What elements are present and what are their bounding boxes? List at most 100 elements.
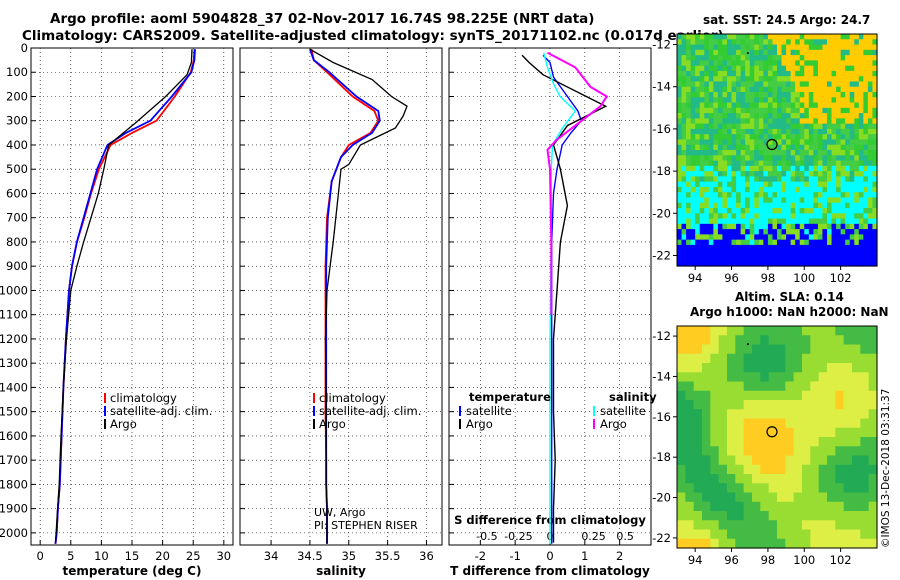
map-cell — [708, 255, 714, 262]
map-cell — [827, 326, 836, 336]
map-cell — [843, 492, 853, 503]
map-cell — [681, 60, 687, 67]
panel-frame-1 — [239, 47, 443, 546]
map-cell — [854, 186, 860, 193]
map-cell — [872, 113, 878, 119]
map-cell — [785, 455, 795, 466]
map-cell — [835, 353, 845, 364]
map-cell — [754, 55, 760, 61]
map-cell — [772, 60, 778, 67]
map-cell — [695, 144, 701, 151]
y-tick-label: 900 — [6, 259, 28, 273]
map-cell — [845, 55, 851, 61]
map-cell — [695, 113, 701, 119]
map-cell — [849, 229, 855, 235]
map-cell — [827, 60, 833, 67]
map-cell — [852, 372, 861, 383]
map-cell — [858, 171, 864, 177]
map-cell — [736, 60, 742, 67]
map-cell — [717, 134, 724, 141]
map-cell — [831, 197, 837, 204]
map-cell — [858, 160, 864, 167]
map-cell — [704, 234, 710, 241]
map-cell — [786, 192, 792, 199]
map-cell — [799, 81, 805, 88]
map-cell — [813, 239, 819, 246]
map-cell — [677, 118, 683, 125]
map-cell — [763, 160, 769, 167]
map-cell — [852, 520, 861, 531]
map-cell — [813, 260, 819, 267]
map-cell — [722, 150, 728, 156]
map-cell — [743, 520, 753, 531]
map-cell — [790, 213, 796, 220]
map-cell — [845, 218, 851, 225]
map-cell — [836, 218, 842, 225]
map-cell — [777, 511, 786, 521]
map-cell — [813, 118, 819, 125]
map-cell — [754, 113, 760, 119]
map-cell — [827, 363, 836, 373]
map-cell — [736, 76, 742, 83]
map-cell — [840, 160, 846, 167]
map-cell — [760, 372, 770, 383]
map-cell — [790, 155, 796, 162]
map-cell — [731, 239, 737, 246]
map-cell — [740, 113, 746, 119]
map-cell — [822, 86, 828, 93]
map-cell — [727, 49, 733, 56]
map-cell — [772, 250, 778, 257]
map-cell — [710, 511, 720, 521]
map-cell — [772, 81, 778, 88]
map-cell — [740, 181, 746, 188]
map-cell — [695, 165, 701, 172]
map-cell — [786, 92, 792, 98]
map-cell — [804, 192, 810, 199]
map-cell — [718, 492, 728, 503]
map-cell — [677, 492, 686, 503]
map-cell — [808, 102, 814, 109]
map-cell — [722, 102, 728, 109]
map-cell — [685, 418, 695, 429]
map-cell — [767, 144, 774, 151]
map-cell — [867, 171, 874, 177]
map-cell — [677, 223, 683, 230]
map-cell — [867, 81, 874, 88]
map-cell — [804, 81, 810, 88]
map-cell — [754, 76, 760, 83]
map-cell — [858, 197, 864, 204]
map-cell — [777, 34, 783, 40]
map-cell — [817, 197, 824, 204]
map-cell — [831, 92, 837, 98]
map-cell — [717, 144, 724, 151]
map-cell — [693, 409, 703, 420]
map-cell — [781, 134, 787, 141]
map-cell — [749, 118, 755, 125]
map-cell — [717, 97, 724, 104]
map-cell — [781, 192, 787, 199]
legend-label: climatology — [319, 391, 386, 405]
map-cell — [786, 139, 792, 146]
map-cell — [799, 181, 805, 188]
map-cell — [758, 192, 764, 199]
map-cell — [813, 197, 819, 204]
map-cell — [836, 144, 842, 151]
map-cell — [702, 427, 711, 438]
map-cell — [704, 60, 710, 67]
map-cell — [722, 260, 728, 267]
map-cell — [754, 171, 760, 177]
map-cell — [858, 70, 864, 77]
map-cell — [785, 538, 795, 549]
map-cell — [822, 49, 828, 56]
map-cell — [793, 483, 803, 494]
map-cell — [858, 234, 864, 241]
map-cell — [722, 239, 728, 246]
map-cell — [795, 134, 801, 141]
map-cell — [795, 102, 801, 109]
map-cell — [863, 123, 869, 130]
map-cell — [745, 260, 751, 267]
map-cell — [749, 197, 755, 204]
map-cell — [749, 134, 755, 141]
map-cell — [722, 97, 728, 104]
map-cell — [731, 176, 737, 183]
